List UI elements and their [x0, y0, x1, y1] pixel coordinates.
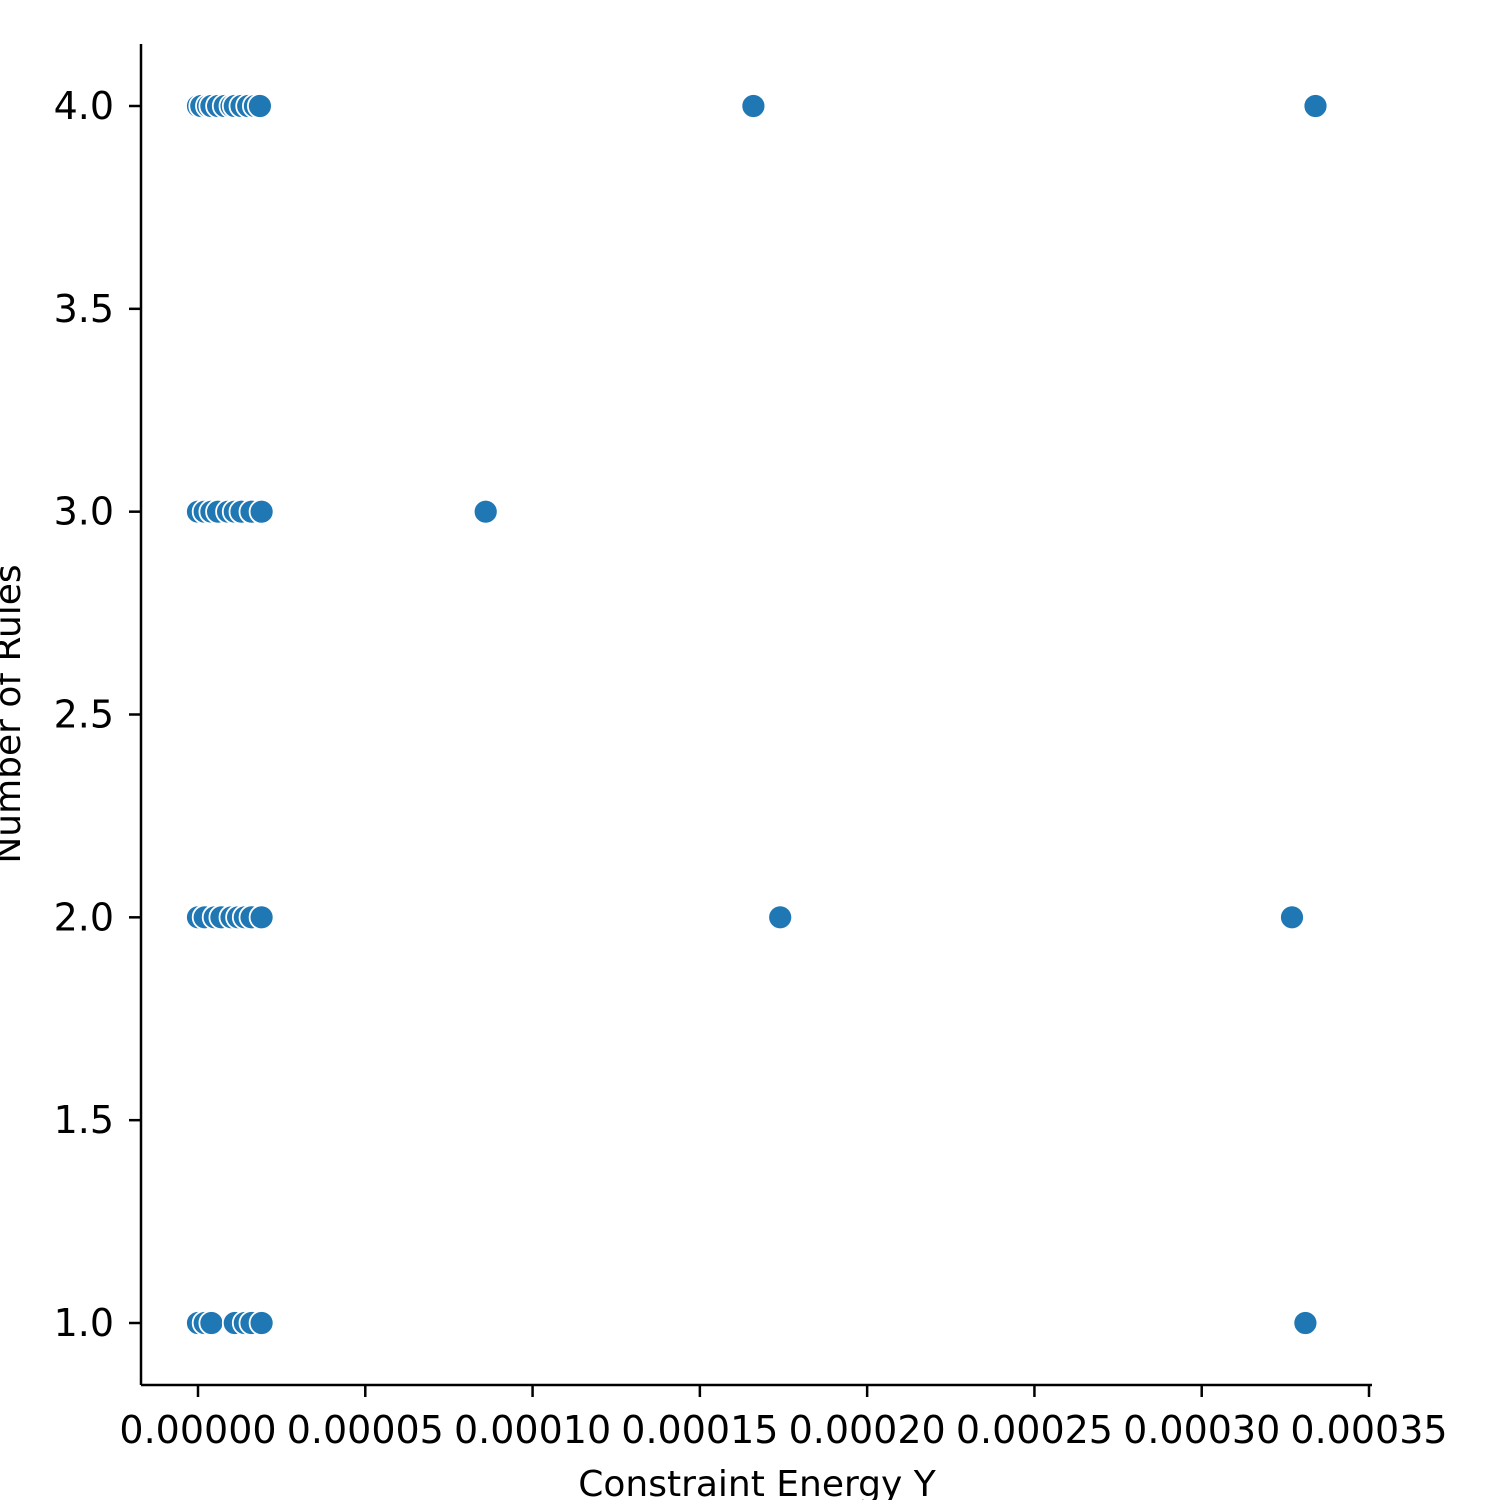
x-tick-label: 0.00010 [454, 1408, 611, 1452]
data-point [1279, 904, 1305, 931]
data-point [472, 498, 499, 525]
y-tick-label: 2.5 [54, 693, 114, 737]
x-tick-label: 0.00005 [287, 1408, 444, 1452]
y-axis-label: Number of Rules [0, 564, 29, 863]
data-point [1302, 93, 1329, 119]
x-tick-label: 0.00000 [119, 1408, 276, 1452]
data-point [248, 498, 275, 525]
y-tick-label: 1.5 [54, 1098, 114, 1142]
data-point [740, 93, 767, 119]
y-axis-ticks: 1.0 1.5 2.0 2.5 3.0 3.5 4.0 [54, 84, 141, 1345]
x-axis-ticks: 0.00000 0.00005 0.00010 0.00015 0.00020 0.000… [119, 1385, 1448, 1452]
y-tick-label: 1.0 [54, 1301, 114, 1345]
x-tick-label: 0.00030 [1123, 1408, 1280, 1452]
data-point [1292, 1310, 1319, 1336]
y-tick-label: 2.0 [54, 895, 114, 939]
data-points [185, 93, 1329, 1336]
x-tick-label: 0.00020 [789, 1408, 946, 1452]
data-point [246, 93, 273, 119]
data-point [248, 1310, 275, 1336]
x-tick-label: 0.00025 [956, 1408, 1113, 1452]
y-tick-label: 4.0 [54, 84, 114, 128]
x-tick-label: 0.00035 [1290, 1408, 1447, 1452]
y-tick-label: 3.0 [54, 490, 114, 534]
x-axis-label: Constraint Energy Y [578, 1464, 937, 1500]
x-tick-label: 0.00015 [621, 1408, 778, 1452]
y-tick-label: 3.5 [54, 287, 114, 331]
data-point [767, 904, 794, 931]
data-point [198, 1310, 225, 1336]
data-point [248, 904, 275, 931]
